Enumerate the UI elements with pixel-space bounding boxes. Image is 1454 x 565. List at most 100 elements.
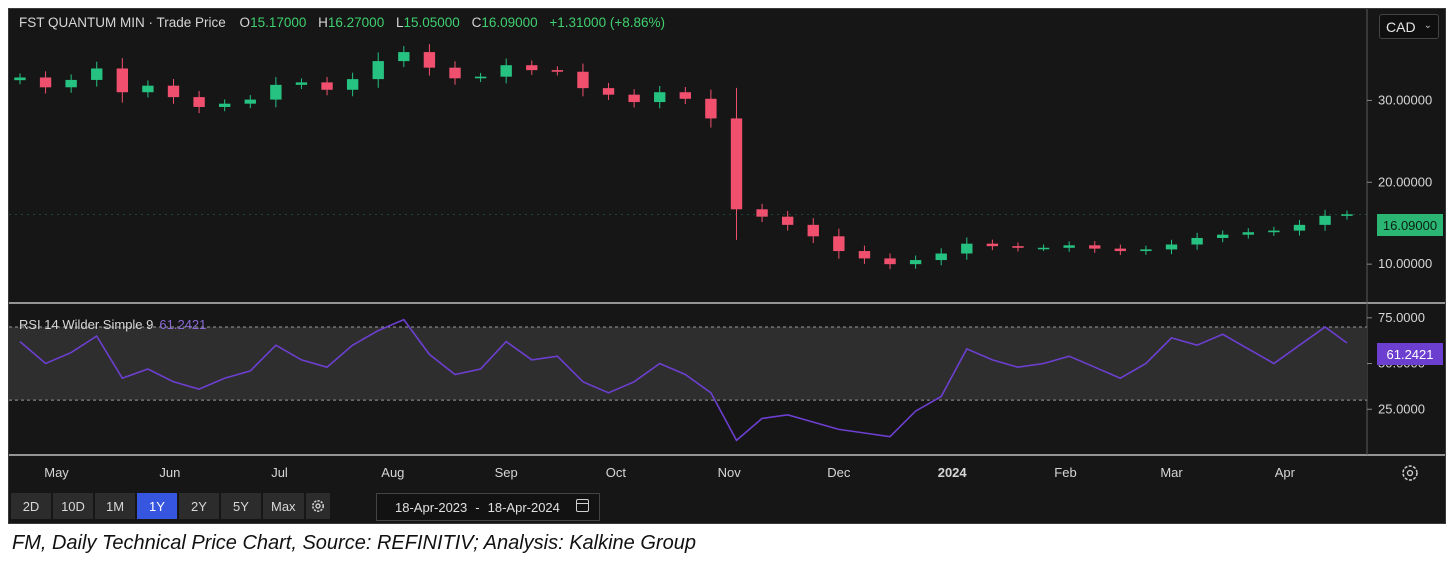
axis-settings-icon[interactable] — [1402, 465, 1418, 481]
candle — [193, 97, 205, 107]
x-tick-label: Apr — [1275, 465, 1296, 480]
x-tick-label: May — [44, 465, 69, 480]
candle — [91, 68, 103, 80]
candle — [1089, 245, 1101, 249]
date-separator: - — [475, 499, 480, 515]
candle — [1114, 248, 1127, 252]
range-button-10d[interactable]: 10D — [53, 493, 93, 519]
x-tick-label: Jul — [271, 465, 288, 480]
candle — [551, 70, 564, 72]
date-range-picker[interactable]: 18-Apr-2023 - 18-Apr-2024 — [376, 493, 600, 521]
low-value: 15.05000 — [403, 15, 460, 30]
settings-button[interactable] — [305, 493, 330, 519]
x-tick-label: Dec — [827, 465, 851, 480]
candle — [654, 92, 666, 103]
chevron-down-icon: ⌄ — [1423, 20, 1432, 31]
x-tick-label: 2024 — [938, 465, 968, 480]
candle — [116, 68, 129, 93]
range-button-1y[interactable]: 1Y — [137, 493, 177, 519]
candle — [1217, 234, 1229, 238]
candle — [1242, 232, 1254, 235]
candle — [449, 67, 461, 79]
candle — [909, 260, 922, 265]
candle — [500, 65, 512, 77]
x-tick-label: Sep — [495, 465, 518, 480]
candle — [526, 65, 538, 71]
high-label: H — [318, 15, 328, 30]
x-tick-label: Aug — [381, 465, 404, 480]
chart-window: 30.0000020.0000010.0000075.000050.000025… — [8, 8, 1446, 524]
rsi-line — [19, 318, 1348, 442]
low-label: L — [395, 15, 404, 30]
x-tick-label: Jun — [159, 465, 180, 480]
range-button-max[interactable]: Max — [263, 493, 304, 519]
x-tick-label: Mar — [1160, 465, 1183, 480]
currency-select[interactable]: CAD ⌄ — [1379, 14, 1439, 39]
figure-caption: FM, Daily Technical Price Chart, Source:… — [12, 532, 696, 554]
calendar-icon[interactable] — [576, 499, 589, 512]
candle — [1165, 244, 1178, 250]
candle — [219, 103, 231, 107]
date-to: 18-Apr-2024 — [487, 499, 560, 515]
price-chart[interactable]: 30.0000020.0000010.0000075.000050.000025… — [9, 9, 1445, 523]
high-value: 16.27000 — [327, 15, 385, 30]
candle — [833, 236, 845, 252]
instrument-title: FST QUANTUM MIN · Trade Price — [19, 15, 226, 30]
range-button-2d[interactable]: 2D — [11, 493, 51, 519]
candle — [14, 77, 26, 81]
range-button-2y[interactable]: 2Y — [179, 493, 219, 519]
close-label: C — [471, 15, 482, 30]
candle — [858, 251, 871, 259]
candle — [961, 243, 973, 254]
candle — [705, 98, 717, 119]
candle — [781, 216, 794, 225]
candle — [398, 52, 410, 62]
candle — [628, 94, 640, 103]
date-from: 18-Apr-2023 — [395, 499, 468, 515]
gear-icon — [311, 500, 324, 512]
rsi-current-value: 61.2421 — [159, 317, 207, 332]
candle — [807, 224, 819, 237]
candle — [39, 77, 52, 88]
candle — [423, 52, 436, 68]
price-header: FST QUANTUM MIN · Trade Price O15.17000 … — [19, 15, 673, 30]
rsi-band — [9, 326, 1367, 401]
candle — [756, 209, 768, 217]
candle — [321, 82, 333, 90]
candle — [1341, 214, 1353, 216]
candle — [346, 79, 359, 90]
candle — [1037, 247, 1050, 250]
price-tick-label: 30.00000 — [1378, 92, 1432, 107]
candle — [65, 79, 77, 88]
candle — [372, 61, 384, 80]
candle — [1191, 237, 1203, 245]
candle — [295, 82, 308, 85]
price-tick-label: 20.00000 — [1378, 174, 1432, 189]
candle — [1012, 246, 1024, 248]
candle — [602, 88, 615, 95]
rsi-tick-label: 25.0000 — [1378, 401, 1425, 416]
last-price-badge: 16.09000 — [1377, 214, 1443, 236]
x-tick-label: Feb — [1054, 465, 1076, 480]
open-value: 15.17000 — [250, 15, 307, 30]
change-value: +1.31000 (+8.86%) — [549, 15, 665, 30]
candle — [270, 84, 282, 100]
candle — [577, 71, 589, 89]
range-button-5y[interactable]: 5Y — [221, 493, 261, 519]
candle — [1268, 230, 1280, 233]
range-button-1m[interactable]: 1M — [95, 493, 135, 519]
candle — [884, 258, 896, 265]
candle — [986, 243, 999, 247]
candle — [730, 118, 743, 210]
rsi-header: RSI 14 Wilder Simple 9 61.2421 — [19, 317, 206, 332]
x-tick-label: Oct — [606, 465, 627, 480]
price-tick-label: 10.00000 — [1378, 256, 1432, 271]
rsi-tick-label: 75.0000 — [1378, 310, 1425, 325]
candle — [935, 253, 947, 261]
candle — [142, 85, 154, 93]
currency-value: CAD — [1386, 19, 1416, 35]
rsi-value-badge: 61.2421 — [1377, 343, 1443, 365]
candle — [244, 99, 256, 104]
candle — [474, 76, 487, 79]
candle — [1140, 249, 1152, 252]
